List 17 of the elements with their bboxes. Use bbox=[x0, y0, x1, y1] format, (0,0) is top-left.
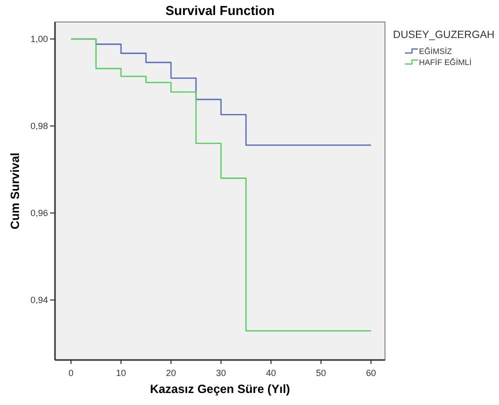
y-tick-label: 1,00 bbox=[30, 34, 48, 44]
legend-title: DUSEY_GUZERGAH bbox=[393, 29, 495, 41]
x-tick-label: 10 bbox=[116, 368, 126, 378]
x-tick-label: 60 bbox=[366, 368, 376, 378]
y-tick-label: 0,96 bbox=[30, 208, 48, 218]
x-axis-title: Kazasız Geçen Süre (Yıl) bbox=[150, 382, 290, 396]
y-tick-label: 0,98 bbox=[30, 120, 48, 131]
y-tick-label: 0,94 bbox=[30, 294, 48, 305]
legend-label: HAFİF EĞİMLİ bbox=[419, 58, 472, 67]
x-tick-label: 40 bbox=[266, 368, 276, 378]
x-tick-label: 50 bbox=[316, 368, 326, 378]
x-tick-label: 20 bbox=[166, 368, 176, 378]
legend-label: EĞİMSİZ bbox=[419, 47, 452, 56]
x-tick-label: 30 bbox=[216, 368, 226, 378]
y-axis-title: Cum Survival bbox=[8, 152, 22, 230]
chart-title: Survival Function bbox=[165, 3, 275, 18]
x-tick-label: 0 bbox=[68, 368, 74, 378]
